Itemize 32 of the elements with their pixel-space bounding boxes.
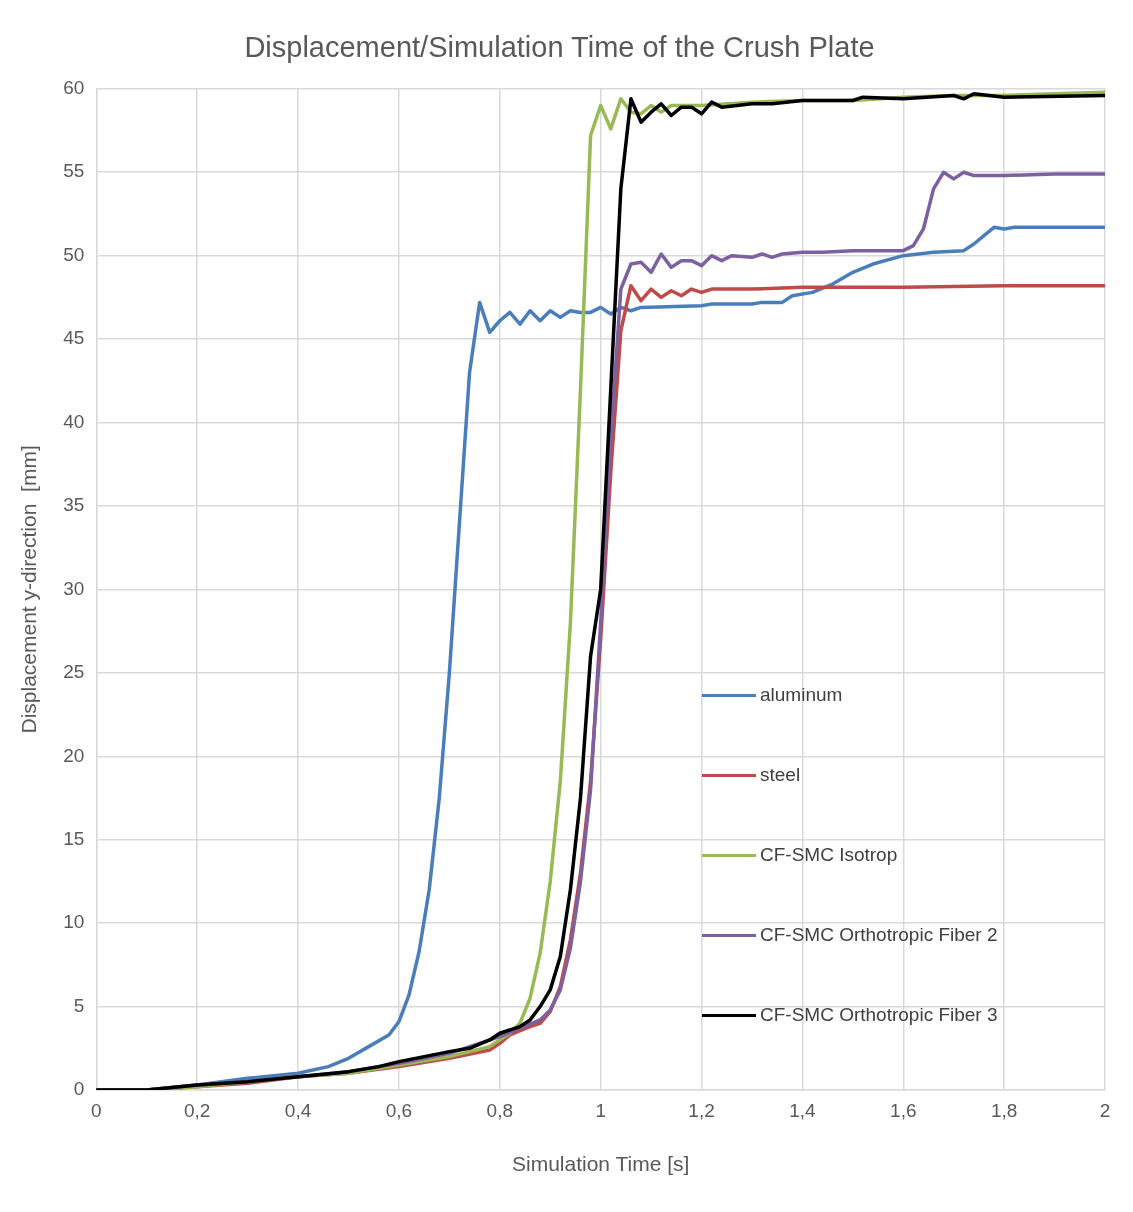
y-tick-label: 0: [73, 1078, 85, 1100]
legend-label: CF-SMC Isotrop: [760, 844, 898, 866]
y-tick-label: 5: [73, 994, 85, 1016]
x-axis-title: Simulation Time [s]: [511, 1152, 690, 1176]
x-tick-label: 0,2: [183, 1099, 211, 1121]
y-tick-label: 35: [63, 494, 85, 516]
legend-label: CF-SMC Orthotropic Fiber 2: [760, 924, 998, 946]
y-tick-label: 40: [63, 410, 85, 432]
y-tick-label: 15: [63, 827, 85, 849]
x-tick-label: 0,8: [486, 1099, 514, 1121]
x-tick-label: 1: [595, 1099, 606, 1121]
x-tick-label: 0,6: [385, 1099, 413, 1121]
x-tick-label: 1,6: [890, 1099, 917, 1121]
y-tick-label: 30: [63, 577, 85, 599]
legend-label: aluminum: [760, 684, 843, 706]
legend-label: CF-SMC Orthotropic Fiber 3: [760, 1004, 998, 1026]
x-tick-label: 1,4: [789, 1099, 817, 1121]
y-tick-label: 25: [63, 661, 85, 683]
x-tick-label: 2: [1099, 1099, 1111, 1121]
x-tick-label: 1,8: [990, 1099, 1018, 1121]
x-tick-label: 0,4: [284, 1099, 312, 1121]
y-tick-label: 60: [63, 77, 85, 99]
x-tick-label: 0: [91, 1099, 102, 1121]
chart-title: Displacement/Simulation Time of the Crush Plate: [244, 31, 875, 64]
y-tick-label: 55: [63, 160, 85, 182]
y-tick-label: 10: [63, 911, 85, 933]
y-tick-label: 20: [63, 744, 85, 766]
x-tick-label: 1,2: [688, 1099, 715, 1121]
y-tick-label: 45: [63, 327, 85, 349]
legend-label: steel: [760, 764, 801, 786]
y-tick-label: 50: [63, 243, 85, 265]
y-axis-title: Displacement y-direction [mm]: [17, 445, 41, 734]
